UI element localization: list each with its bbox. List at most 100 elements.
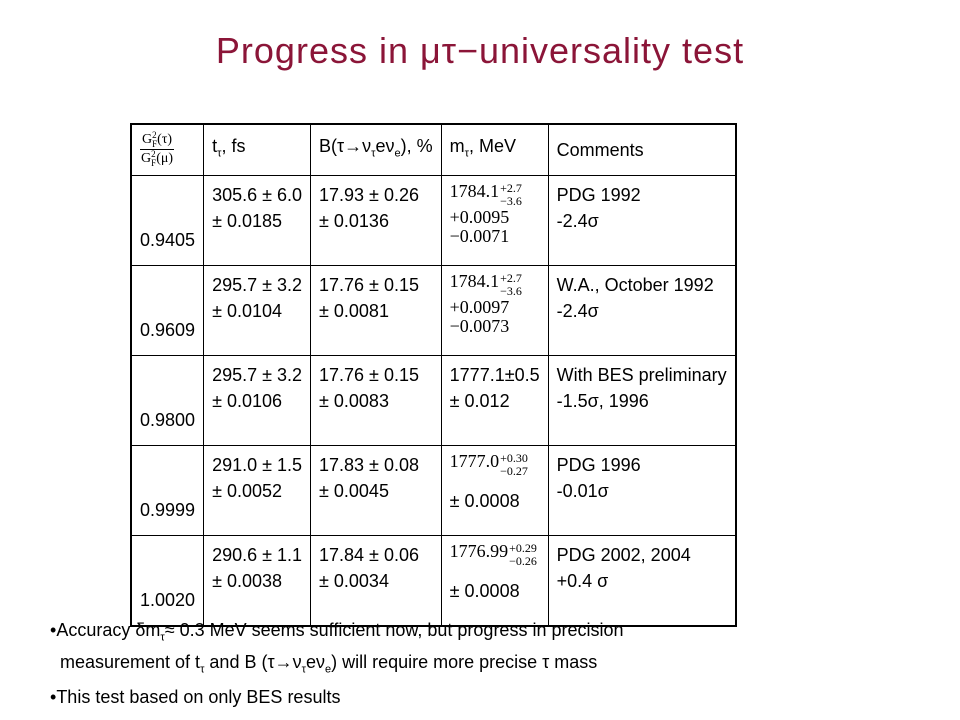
ratio-cell: 0.9800 — [130, 355, 205, 447]
central: 1777.0 — [449, 451, 500, 472]
cell-line: ± 0.0185 — [212, 211, 282, 232]
asym-error: +2.7 −3.6 — [500, 272, 522, 298]
text: eν — [375, 136, 395, 157]
cell-line: 295.7 ± 3.2 — [212, 365, 303, 386]
bullet-list: •Accuracy δmτ≈ 0.3 MeV seems sufficient … — [50, 618, 624, 713]
text: t — [212, 136, 218, 157]
lifetime-cell: 295.7 ± 3.2 ± 0.0106 — [203, 355, 312, 447]
cell-line: PDG 2002, 2004 — [556, 545, 691, 566]
bullet-dot: • — [50, 620, 57, 640]
extra-error: +0.0095 −0.0071 — [450, 208, 540, 246]
branching-cell: 17.83 ± 0.08 ± 0.0045 — [310, 445, 442, 537]
cell-line: 295.7 ± 3.2 — [212, 275, 303, 296]
bullet-line: measurement of tτ and B (τ→ντeνe) will r… — [50, 650, 624, 682]
subscript: τ — [301, 663, 306, 676]
cell-line: 17.76 ± 0.15 — [319, 275, 419, 296]
cell-line: ± 0.0106 — [212, 391, 282, 412]
text: , fs — [221, 136, 246, 157]
mass-cell: 1776.99 +0.29 −0.26 ± 0.0008 — [440, 535, 549, 627]
cell-line: ± 0.0081 — [319, 301, 389, 322]
central: 1784.1 — [449, 271, 500, 292]
header-row: G2 F(τ) G2 F(μ) tτ, fs B(τ→ντeνe), % mτ, M… — [130, 123, 737, 177]
comments-cell: With BES preliminary -1.5σ, 1996 — [547, 355, 737, 447]
sub: F — [151, 158, 157, 168]
header-cell: B(τ→ντeνe), % — [310, 123, 442, 177]
text: ) will require more precise τ mass — [331, 651, 598, 672]
table-row: 0.9800 295.7 ± 3.2 ± 0.0106 17.76 ± 0.15 ± 0… — [130, 355, 737, 447]
asym-error: +0.30 −0.27 — [500, 452, 528, 478]
cell-line: ± 0.0034 — [319, 571, 389, 592]
lower: −0.27 — [500, 464, 528, 479]
cell-line: 17.76 ± 0.15 — [319, 365, 419, 386]
mass-cell: 1777.0 +0.30 −0.27 ± 0.0008 — [440, 445, 549, 537]
subscript: τ — [217, 147, 222, 160]
bullet-item: •Accuracy δmτ≈ 0.3 MeV seems sufficient … — [50, 618, 624, 681]
header-cell: mτ, MeV — [440, 123, 549, 177]
lower: −3.6 — [500, 284, 522, 299]
text: B(τ→ν — [319, 136, 372, 157]
text: measurement of t — [60, 651, 201, 672]
lifetime-cell: 290.6 ± 1.1 ± 0.0038 — [203, 535, 312, 627]
central: 1776.99 — [449, 541, 509, 562]
lifetime-cell: 291.0 ± 1.5 ± 0.0052 — [203, 445, 312, 537]
text: Accuracy δm — [56, 620, 161, 640]
table-row: 1.0020 290.6 ± 1.1 ± 0.0038 17.84 ± 0.06 ± 0… — [130, 535, 737, 627]
text: eν — [305, 651, 325, 672]
cell-line: -2.4σ — [556, 211, 599, 232]
symbol: G — [141, 151, 152, 167]
asym-error: +2.7 −3.6 — [500, 182, 522, 208]
cell-line: ± 0.0136 — [319, 211, 389, 232]
subscript: e — [394, 147, 401, 160]
cell-line: ± 0.0008 — [449, 581, 520, 602]
subscript: e — [324, 663, 332, 676]
arg: (μ) — [156, 151, 174, 167]
cell-line: 305.6 ± 6.0 — [212, 185, 303, 206]
ratio-cell: 0.9405 — [130, 175, 205, 267]
cell-line: ± 0.0052 — [212, 481, 282, 502]
comments-cell: PDG 2002, 2004 +0.4 σ — [547, 535, 737, 627]
upper: +2.7 — [500, 181, 522, 196]
cell-line: -2.4σ — [556, 301, 599, 322]
lower: −3.6 — [500, 194, 522, 209]
ratio-cell: 1.0020 — [130, 535, 205, 627]
cell-line: 17.93 ± 0.26 — [319, 185, 419, 206]
mass-value: 1777.0 +0.30 −0.27 — [450, 452, 540, 478]
text: ), % — [400, 136, 433, 157]
branching-cell: 17.76 ± 0.15 ± 0.0083 — [310, 355, 442, 447]
subscript: τ — [464, 147, 470, 160]
upper: +2.7 — [500, 271, 522, 286]
comments-cell: PDG 1992 -2.4σ — [547, 175, 737, 267]
table-row: 0.9999 291.0 ± 1.5 ± 0.0052 17.83 ± 0.08 ± 0… — [130, 445, 737, 537]
cell-line: 290.6 ± 1.1 — [212, 545, 303, 566]
lower: −0.26 — [509, 554, 537, 569]
text: and B (τ→ν — [204, 651, 302, 672]
cell-line: -0.01σ — [556, 481, 609, 502]
text: , MeV — [469, 136, 517, 157]
subscript: τ — [200, 663, 205, 676]
cell-line: ± 0.0083 — [319, 391, 389, 412]
upper: +0.30 — [500, 451, 528, 466]
cell-line: W.A., October 1992 — [556, 275, 714, 296]
ratio-cell: 0.9609 — [130, 265, 205, 357]
text: This test based on only BES results — [56, 687, 341, 708]
extra-line: −0.0073 — [449, 316, 510, 337]
cell-line: +0.4 σ — [556, 571, 609, 592]
lifetime-cell: 295.7 ± 3.2 ± 0.0104 — [203, 265, 312, 357]
mass-value: 1784.1 +2.7 −3.6 — [450, 182, 540, 208]
cell-line: 17.83 ± 0.08 — [319, 455, 419, 476]
cell-line: ± 0.012 — [449, 391, 510, 412]
lifetime-cell: 305.6 ± 6.0 ± 0.0185 — [203, 175, 312, 267]
mass-cell: 1784.1 +2.7 −3.6 +0.0097 −0.0073 — [440, 265, 549, 357]
extra-line: −0.0071 — [449, 226, 510, 247]
cell-line: ± 0.0038 — [212, 571, 282, 592]
table-row: 0.9405 305.6 ± 6.0 ± 0.0185 17.93 ± 0.26 ± 0… — [130, 175, 737, 267]
cell-line: 291.0 ± 1.5 — [212, 455, 303, 476]
cell-line: PDG 1992 — [556, 185, 641, 206]
extra-error: +0.0097 −0.0073 — [450, 298, 540, 336]
mass-cell: 1777.1±0.5 ± 0.012 — [440, 355, 549, 447]
sup: 2 — [151, 149, 156, 159]
bullet-line: •This test based on only BES results — [50, 685, 624, 709]
bullet-dot: • — [50, 687, 57, 708]
text: m — [449, 136, 465, 157]
